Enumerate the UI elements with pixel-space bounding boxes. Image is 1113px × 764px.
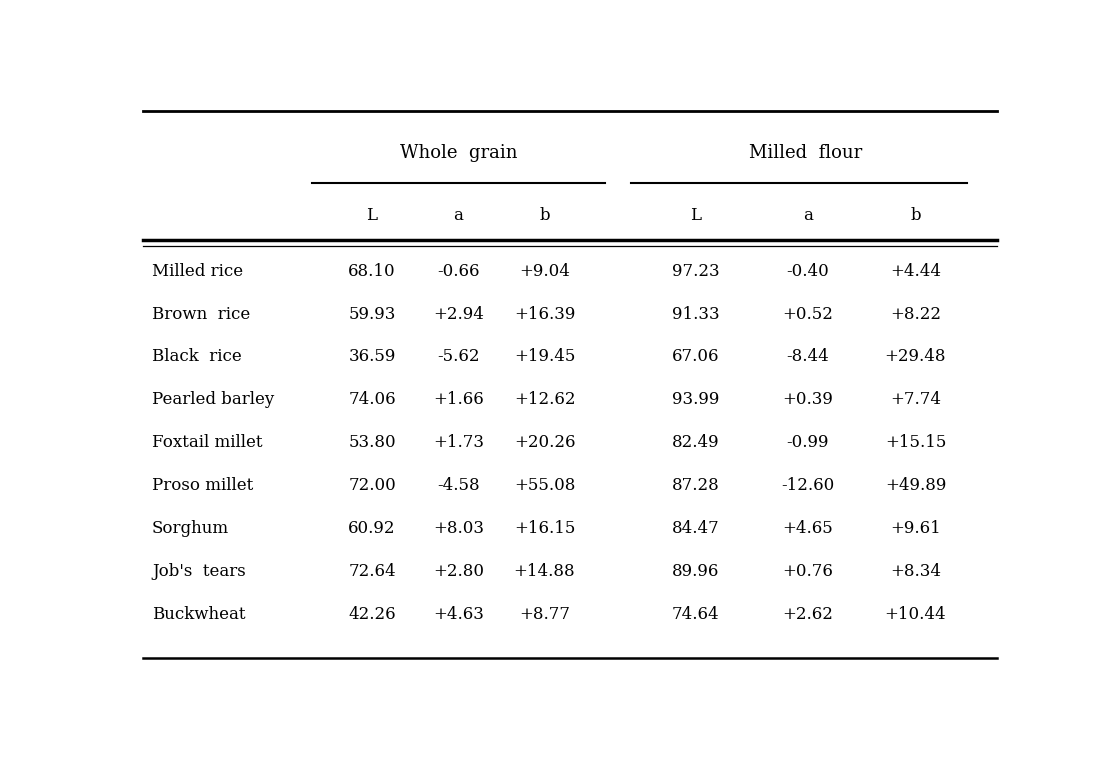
Text: -8.44: -8.44 [786, 348, 829, 365]
Text: 36.59: 36.59 [348, 348, 396, 365]
Text: -12.60: -12.60 [781, 478, 835, 494]
Text: +2.94: +2.94 [433, 306, 484, 322]
Text: +29.48: +29.48 [885, 348, 946, 365]
Text: 93.99: 93.99 [672, 391, 719, 409]
Text: L: L [690, 207, 701, 224]
Text: +12.62: +12.62 [514, 391, 575, 409]
Text: L: L [366, 207, 377, 224]
Text: +8.77: +8.77 [519, 606, 570, 623]
Text: +49.89: +49.89 [885, 478, 946, 494]
Text: 53.80: 53.80 [348, 435, 396, 452]
Text: Whole  grain: Whole grain [400, 144, 518, 163]
Text: 84.47: 84.47 [671, 520, 719, 537]
Text: +19.45: +19.45 [514, 348, 575, 365]
Text: 91.33: 91.33 [671, 306, 719, 322]
Text: 42.26: 42.26 [348, 606, 396, 623]
Text: Sorghum: Sorghum [152, 520, 229, 537]
Text: Foxtail millet: Foxtail millet [152, 435, 263, 452]
Text: +0.76: +0.76 [782, 563, 833, 580]
Text: +14.88: +14.88 [514, 563, 575, 580]
Text: -4.58: -4.58 [437, 478, 480, 494]
Text: +2.80: +2.80 [433, 563, 484, 580]
Text: +10.44: +10.44 [885, 606, 946, 623]
Text: 82.49: 82.49 [671, 435, 719, 452]
Text: 97.23: 97.23 [671, 263, 719, 280]
Text: +4.63: +4.63 [433, 606, 484, 623]
Text: Pearled barley: Pearled barley [152, 391, 274, 409]
Text: 89.96: 89.96 [672, 563, 719, 580]
Text: +7.74: +7.74 [890, 391, 940, 409]
Text: Brown  rice: Brown rice [152, 306, 250, 322]
Text: Proso millet: Proso millet [152, 478, 254, 494]
Text: -0.99: -0.99 [787, 435, 829, 452]
Text: +9.61: +9.61 [890, 520, 940, 537]
Text: Job's  tears: Job's tears [152, 563, 246, 580]
Text: -0.40: -0.40 [786, 263, 829, 280]
Text: -0.66: -0.66 [437, 263, 480, 280]
Text: a: a [453, 207, 463, 224]
Text: b: b [910, 207, 920, 224]
Text: +15.15: +15.15 [885, 435, 946, 452]
Text: +9.04: +9.04 [519, 263, 570, 280]
Text: 68.10: 68.10 [348, 263, 396, 280]
Text: 60.92: 60.92 [348, 520, 396, 537]
Text: 87.28: 87.28 [671, 478, 719, 494]
Text: +4.44: +4.44 [890, 263, 940, 280]
Text: +20.26: +20.26 [514, 435, 575, 452]
Text: +8.03: +8.03 [433, 520, 484, 537]
Text: +8.34: +8.34 [890, 563, 940, 580]
Text: +8.22: +8.22 [890, 306, 940, 322]
Text: +16.15: +16.15 [514, 520, 575, 537]
Text: 74.06: 74.06 [348, 391, 396, 409]
Text: +1.66: +1.66 [433, 391, 484, 409]
Text: +4.65: +4.65 [782, 520, 833, 537]
Text: Milled rice: Milled rice [152, 263, 243, 280]
Text: Black  rice: Black rice [152, 348, 242, 365]
Text: +2.62: +2.62 [782, 606, 833, 623]
Text: 72.64: 72.64 [348, 563, 396, 580]
Text: +55.08: +55.08 [514, 478, 575, 494]
Text: 59.93: 59.93 [348, 306, 396, 322]
Text: b: b [539, 207, 550, 224]
Text: +16.39: +16.39 [514, 306, 575, 322]
Text: +1.73: +1.73 [433, 435, 484, 452]
Text: a: a [802, 207, 812, 224]
Text: +0.39: +0.39 [782, 391, 833, 409]
Text: 72.00: 72.00 [348, 478, 396, 494]
Text: 67.06: 67.06 [672, 348, 719, 365]
Text: +0.52: +0.52 [782, 306, 833, 322]
Text: Milled  flour: Milled flour [749, 144, 863, 163]
Text: Buckwheat: Buckwheat [152, 606, 246, 623]
Text: -5.62: -5.62 [437, 348, 480, 365]
Text: 74.64: 74.64 [671, 606, 719, 623]
